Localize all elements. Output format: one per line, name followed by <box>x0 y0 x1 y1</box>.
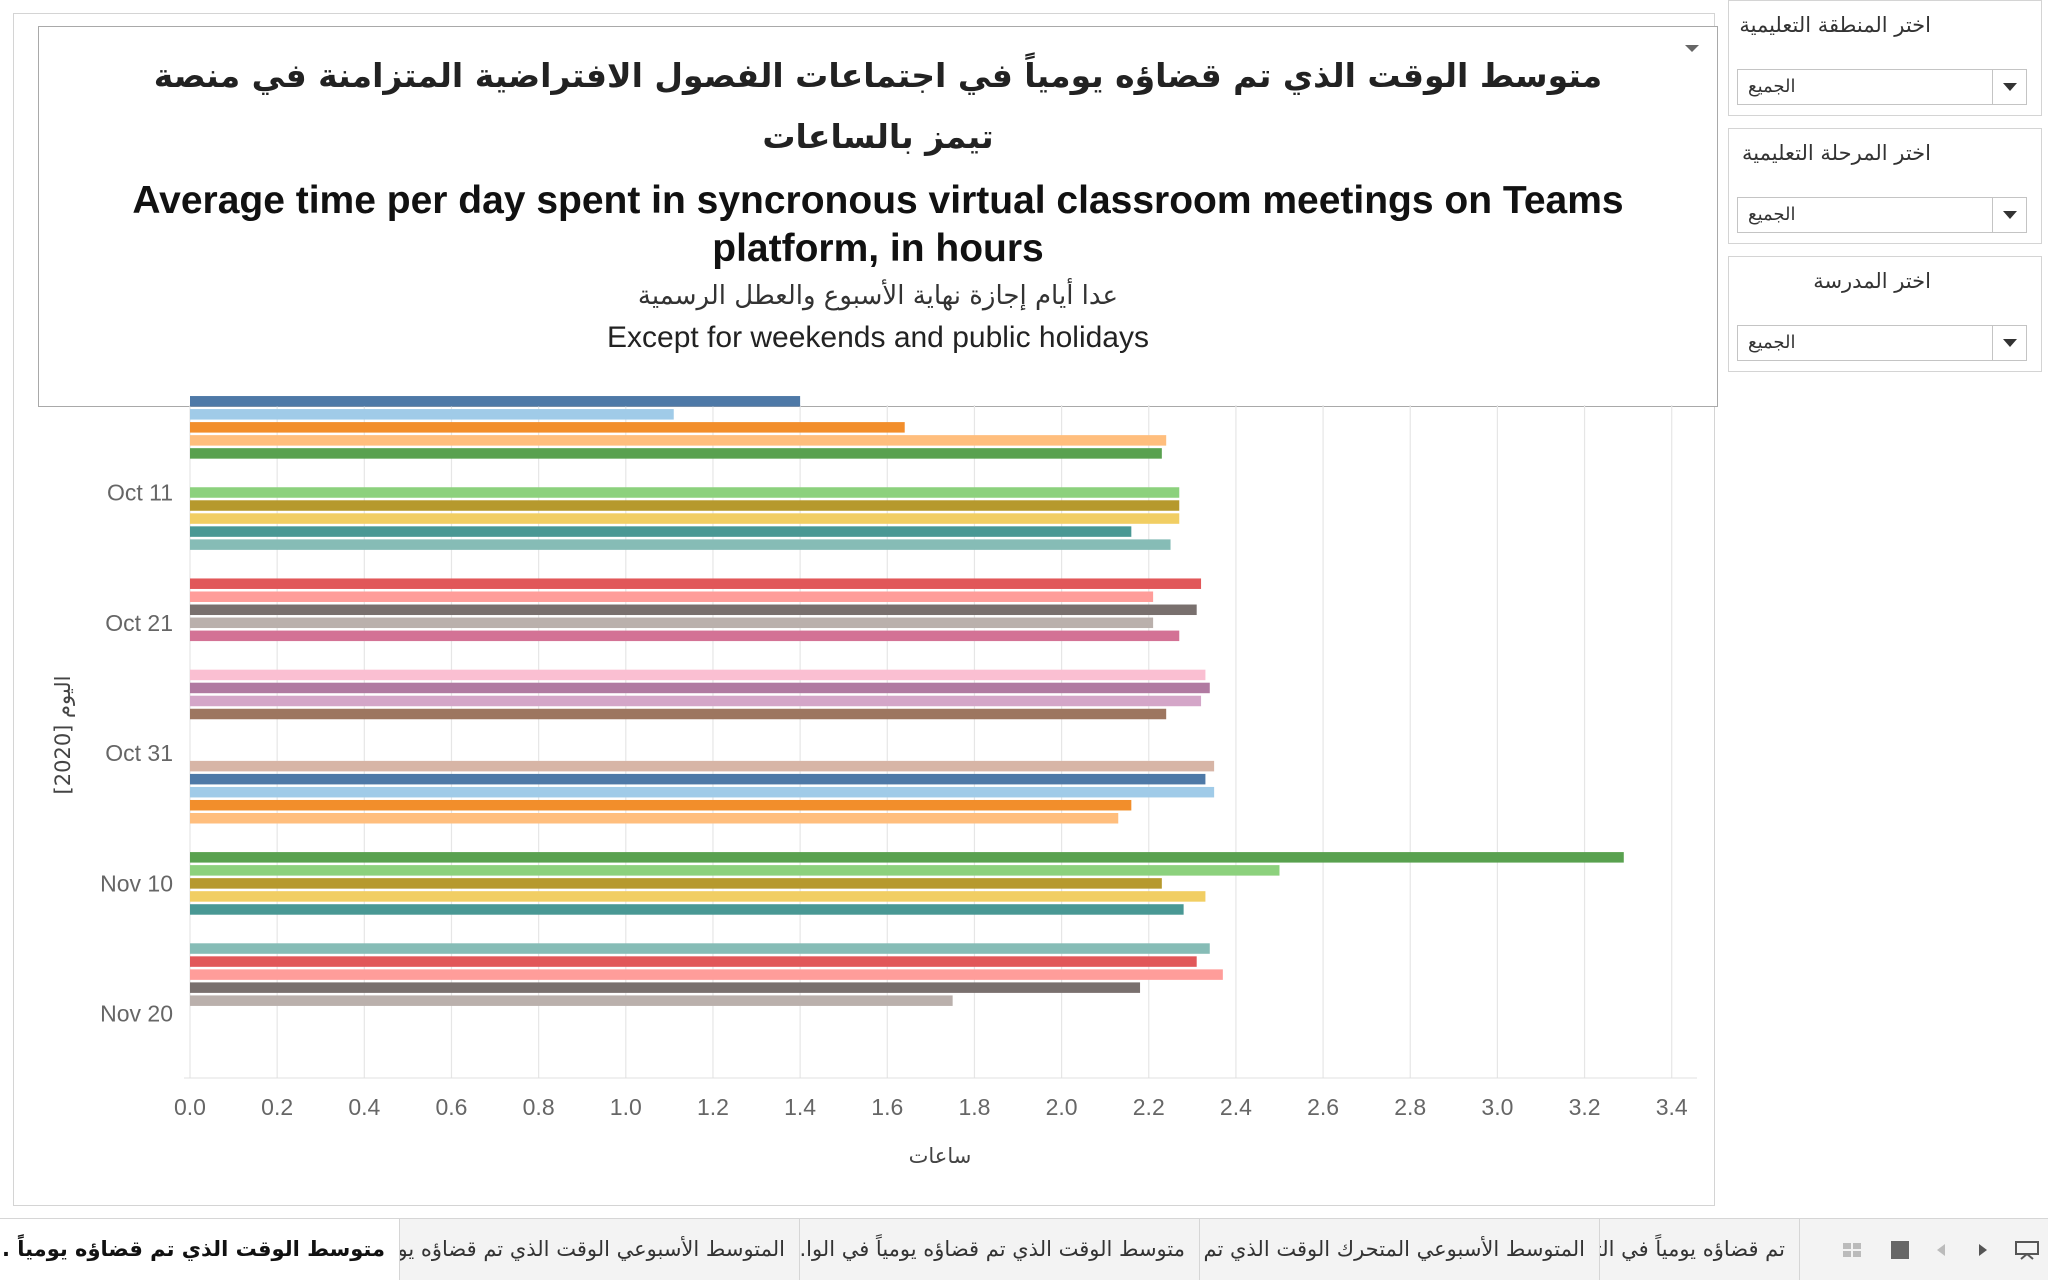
y-tick-label: Oct 31 <box>105 740 173 766</box>
dropdown-arrow-icon[interactable] <box>1992 326 2026 360</box>
x-tick-label: 0.6 <box>435 1094 467 1120</box>
filter-stage-label: اختر المرحلة التعليمية <box>1742 141 1931 165</box>
bar <box>190 695 1202 707</box>
bar <box>190 487 1180 498</box>
bar <box>190 852 1624 863</box>
bar <box>190 904 1184 915</box>
sheet-single-icon[interactable] <box>1890 1240 1910 1260</box>
bar <box>190 435 1167 446</box>
filter-region-select[interactable]: الجميع <box>1737 69 2027 105</box>
tab-sheet-4[interactable]: المتوسط الأسبوعي المتحرك الوقت الذي تم ق… <box>1200 1219 1600 1280</box>
filter-panel: اختر المنطقة التعليمية الجميع اختر المرح… <box>1728 0 2042 384</box>
title-box: متوسط الوقت الذي تم قضاؤه يومياً في اجتم… <box>38 26 1718 407</box>
y-tick-label: Nov 20 <box>100 1001 173 1027</box>
bar <box>190 760 1215 772</box>
filter-school: اختر المدرسة الجميع <box>1728 256 2042 372</box>
bar <box>190 539 1171 550</box>
x-tick-label: 2.6 <box>1307 1094 1339 1120</box>
bar <box>190 396 801 407</box>
sheet-grid-icon[interactable] <box>1842 1240 1862 1260</box>
y-tick-label: Nov 10 <box>100 870 173 896</box>
y-axis-title: اليوم [2020] <box>51 676 75 795</box>
filter-school-label: اختر المدرسة <box>1813 269 1931 293</box>
bar <box>190 708 1167 720</box>
filter-stage-value: الجميع <box>1748 204 1796 225</box>
bar <box>190 604 1197 616</box>
tab-sheet-2[interactable]: المتوسط الأسبوعي الوقت الذي تم قضاؤه يو.… <box>400 1219 800 1280</box>
bar <box>190 813 1119 824</box>
menu-caret-icon[interactable] <box>1685 45 1699 52</box>
subtitle-arabic: عدا أيام إجازة نهاية الأسبوع والعطل الرس… <box>637 281 1119 311</box>
x-axis-title: ساعات <box>909 1144 972 1168</box>
bar <box>190 591 1154 602</box>
x-tick-label: 3.2 <box>1569 1094 1601 1120</box>
dashboard-container: متوسط الوقت الذي تم قضاؤه يومياً في اجتم… <box>13 13 1718 1206</box>
bar <box>190 786 1215 798</box>
bar-chart: 0.0 0.2 0.4 0.6 0.8 1.0 1.2 1.4 1.6 1.8 2.0 2.2 2.4 2… <box>51 396 1697 1168</box>
filter-stage-select[interactable]: الجميع <box>1737 197 2027 233</box>
dropdown-arrow-icon[interactable] <box>1992 198 2026 232</box>
title-english: Average time per day spent in syncronous… <box>132 179 1624 270</box>
x-tick-label: 2.4 <box>1220 1094 1252 1120</box>
x-tick-label: 2.2 <box>1133 1094 1165 1120</box>
x-tick-label: 1.6 <box>871 1094 903 1120</box>
bar <box>190 682 1210 694</box>
x-tick-label: 1.0 <box>610 1094 642 1120</box>
filter-school-value: الجميع <box>1748 332 1796 353</box>
tab-sheet-5[interactable]: تم قضاؤه يومياً في التر <box>1600 1219 1800 1280</box>
x-tick-label: 2.8 <box>1394 1094 1426 1120</box>
filter-stage: اختر المرحلة التعليمية الجميع <box>1728 128 2042 244</box>
x-tick-label: 3.0 <box>1481 1094 1513 1120</box>
title-arabic: متوسط الوقت الذي تم قضاؤه يومياً في اجتم… <box>153 56 1603 156</box>
x-tick-label: 1.4 <box>784 1094 816 1120</box>
dropdown-arrow-icon[interactable] <box>1992 70 2026 104</box>
bar <box>190 943 1210 954</box>
x-tick-label: 0.4 <box>348 1094 380 1120</box>
bar <box>190 630 1180 642</box>
x-tick-label: 0.8 <box>523 1094 555 1120</box>
bar <box>190 526 1132 537</box>
filter-school-select[interactable]: الجميع <box>1737 325 2027 361</box>
bar <box>190 422 905 433</box>
x-tick-label: 0.0 <box>174 1094 206 1120</box>
next-sheet-icon[interactable] <box>1972 1240 1992 1260</box>
y-tick-label: Oct 21 <box>105 610 173 636</box>
sheet-tab-bar: متوسط الوقت الذي تم قضاؤه يومياً ... الم… <box>0 1218 2048 1280</box>
tab-sheet-3[interactable]: متوسط الوقت الذي تم قضاؤه يومياً في الوا… <box>800 1219 1200 1280</box>
x-tick-label: 2.0 <box>1046 1094 1078 1120</box>
filter-region-label: اختر المنطقة التعليمية <box>1739 13 1931 37</box>
x-tick-label: 0.2 <box>261 1094 293 1120</box>
subtitle-english: Except for weekends and public holidays <box>607 321 1149 354</box>
x-tick-label: 1.2 <box>697 1094 729 1120</box>
bar <box>190 617 1154 629</box>
bar <box>190 956 1197 967</box>
bar <box>190 982 1141 993</box>
bar <box>190 578 1202 589</box>
bar <box>190 409 674 420</box>
bar <box>190 669 1206 681</box>
x-tick-label: 3.4 <box>1656 1094 1688 1120</box>
prev-sheet-icon[interactable] <box>1932 1240 1952 1260</box>
x-tick-label: 1.8 <box>958 1094 990 1120</box>
bar <box>190 878 1162 889</box>
bar <box>190 500 1180 511</box>
bar <box>190 995 953 1006</box>
filter-region-value: الجميع <box>1748 76 1796 97</box>
tab-sheet-1[interactable]: متوسط الوقت الذي تم قضاؤه يومياً ... <box>0 1219 400 1280</box>
filter-region: اختر المنطقة التعليمية الجميع <box>1728 0 2042 116</box>
bar <box>190 865 1280 876</box>
bar <box>190 969 1223 980</box>
presentation-mode-icon[interactable] <box>2014 1240 2040 1260</box>
bar <box>190 799 1132 811</box>
bar <box>190 448 1162 459</box>
bar <box>190 513 1180 524</box>
bar <box>190 891 1206 902</box>
y-tick-label: Oct 11 <box>107 480 173 506</box>
bar <box>190 773 1206 785</box>
